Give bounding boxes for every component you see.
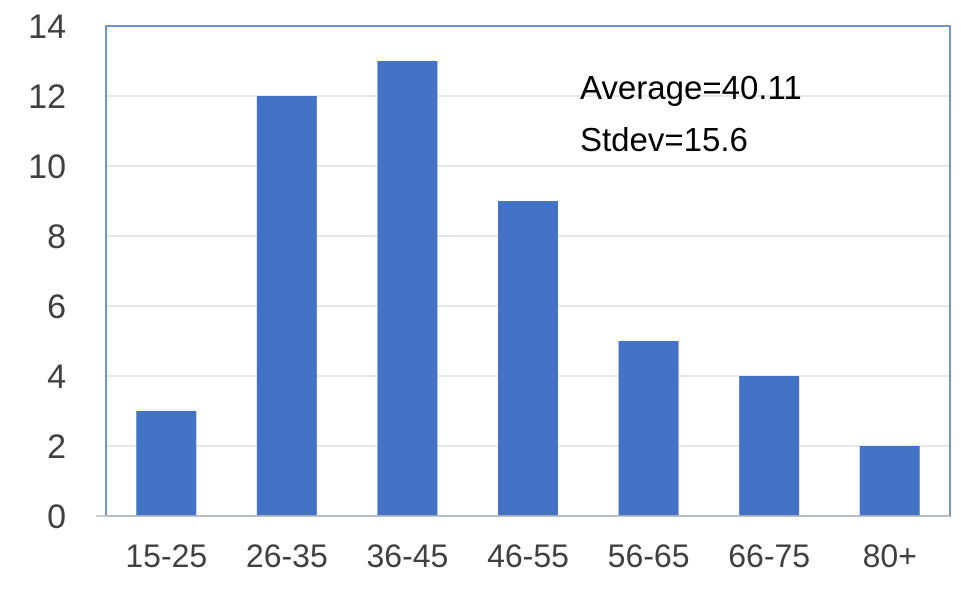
x-tick-label-56-65: 56-65 — [608, 538, 690, 574]
annotation: Average=40.11 Stdev=15.6 — [580, 69, 802, 158]
x-axis-tick-labels: 15-25 26-35 36-45 46-55 56-65 66-75 80+ — [125, 538, 916, 574]
x-tick-label-46-55: 46-55 — [487, 538, 569, 574]
x-tick-label-80+: 80+ — [863, 538, 917, 574]
y-axis-tick-labels: 0 2 4 6 8 10 12 14 — [28, 8, 66, 536]
stdev-annotation: Stdev=15.6 — [580, 121, 748, 158]
bar-15-25 — [136, 411, 197, 516]
y-tick-label-8: 8 — [47, 218, 66, 256]
bar-56-65 — [618, 341, 679, 516]
bar-26-35 — [256, 96, 317, 516]
bar-36-45 — [377, 61, 438, 516]
x-tick-label-15-25: 15-25 — [125, 538, 207, 574]
x-tick-label-66-75: 66-75 — [728, 538, 810, 574]
bar-66-75 — [739, 376, 800, 516]
y-tick-label-12: 12 — [28, 78, 66, 116]
y-tick-label-2: 2 — [47, 428, 66, 466]
y-tick-label-6: 6 — [47, 288, 66, 326]
bar-46-55 — [498, 201, 558, 516]
bar-80+ — [859, 446, 920, 516]
y-tick-label-0: 0 — [47, 498, 66, 536]
bars — [136, 61, 920, 516]
x-tick-label-36-45: 36-45 — [367, 538, 449, 574]
y-tick-label-4: 4 — [47, 358, 66, 396]
y-tick-label-14: 14 — [28, 8, 66, 46]
y-tick-label-10: 10 — [28, 148, 66, 186]
x-tick-label-26-35: 26-35 — [246, 538, 328, 574]
average-annotation: Average=40.11 — [580, 69, 802, 106]
